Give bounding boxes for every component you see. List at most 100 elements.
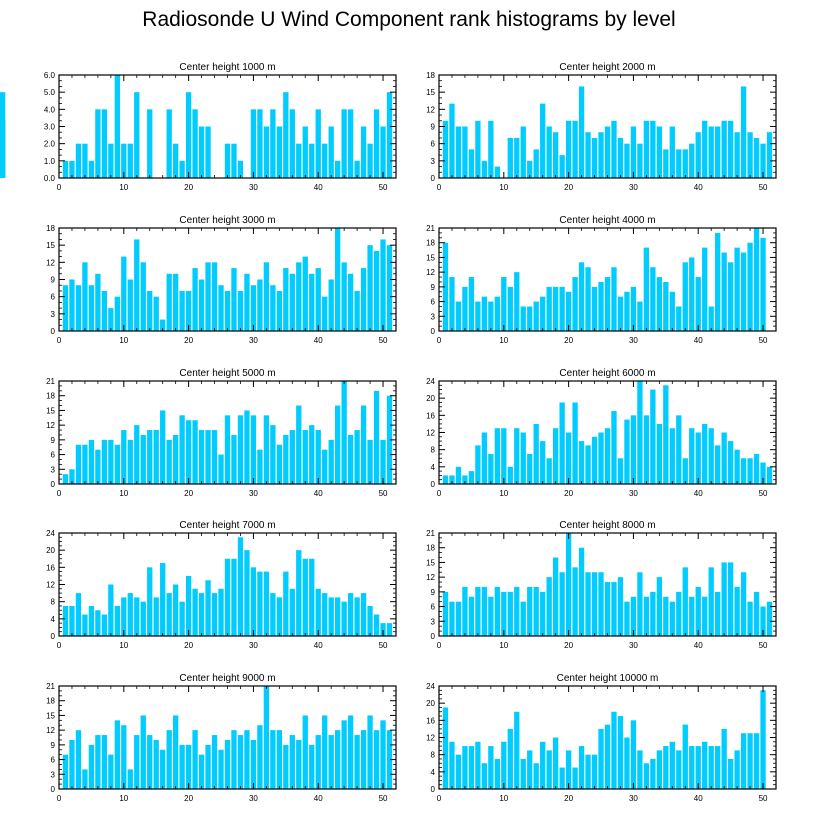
histogram-bar (322, 143, 328, 178)
y-tick-label: 1.0 (44, 157, 56, 166)
histogram-bar (224, 739, 231, 789)
histogram-bar (166, 109, 172, 178)
histogram-bar (527, 750, 533, 790)
histogram-bar (734, 449, 740, 484)
x-tick-label: 0 (437, 489, 442, 498)
y-tick-label: 15 (426, 88, 435, 97)
histogram-bar (682, 567, 688, 636)
y-tick-label: 3 (431, 617, 436, 626)
histogram-bar (611, 267, 617, 331)
histogram-bar (481, 763, 488, 789)
histogram-bar (540, 296, 546, 331)
histogram-bar (237, 537, 244, 636)
histogram-bar (449, 741, 455, 789)
histogram-bar (715, 591, 721, 636)
histogram-bar (624, 291, 630, 331)
histogram-bar (656, 577, 662, 636)
histogram-bar (62, 285, 69, 331)
histogram-bar (354, 597, 360, 637)
histogram-bar (198, 126, 205, 178)
histogram-bar (753, 591, 760, 636)
histogram-bar (244, 273, 250, 331)
histogram-bar (211, 735, 218, 789)
histogram-bar (540, 591, 546, 636)
x-tick-label: 50 (759, 183, 768, 192)
histogram-bar (481, 432, 488, 484)
histogram-bar (380, 439, 386, 484)
histogram-bar (121, 725, 127, 789)
histogram-bar (578, 262, 585, 331)
histogram-bar (598, 728, 604, 789)
histogram-bar (192, 730, 198, 789)
x-tick-label: 20 (184, 794, 193, 803)
histogram-bar (354, 735, 360, 789)
histogram-bar (179, 290, 185, 331)
histogram-bar (360, 405, 367, 484)
x-tick-label: 30 (629, 794, 638, 803)
histogram-bar (95, 610, 101, 636)
x-tick-label: 50 (759, 336, 768, 345)
histogram-bar (462, 286, 468, 331)
histogram-bar (250, 739, 257, 789)
x-tick-label: 50 (759, 794, 768, 803)
histogram-bar (386, 245, 393, 331)
histogram-bar (643, 596, 650, 636)
histogram-bar (533, 149, 539, 178)
histogram-bar (367, 439, 373, 484)
histogram-bar (449, 277, 455, 331)
histogram-bar (114, 605, 120, 636)
x-tick-label: 30 (249, 794, 258, 803)
histogram-bar (257, 109, 263, 178)
y-tick-label: 20 (46, 546, 55, 555)
histogram-bar (702, 120, 708, 178)
histogram-bar (760, 143, 766, 178)
histogram-bar (514, 137, 520, 178)
histogram-bar (604, 428, 611, 484)
histogram-bar (734, 132, 740, 178)
histogram-bar (682, 262, 688, 331)
histogram-bar (380, 126, 386, 178)
x-tick-label: 40 (694, 336, 703, 345)
histogram-bar (185, 290, 192, 331)
histogram-bar (676, 415, 682, 484)
histogram-bar (721, 120, 727, 178)
y-tick-label: 0 (431, 174, 436, 183)
histogram-bar (166, 593, 172, 636)
histogram-bar (108, 143, 114, 178)
histogram-bar (237, 415, 244, 484)
histogram-bar (237, 290, 244, 331)
x-tick-label: 50 (759, 641, 768, 650)
histogram-bar (643, 120, 650, 178)
histogram-bar (604, 277, 611, 331)
y-tick-label: 8 (51, 598, 56, 607)
histogram-bar (553, 132, 559, 178)
y-tick-label: 3 (431, 312, 436, 321)
histogram-bar (153, 296, 159, 331)
histogram-bar (114, 720, 120, 789)
histogram-bar (507, 466, 513, 484)
histogram-bar (192, 109, 198, 178)
histogram-bar (753, 733, 760, 789)
histogram-bar (276, 290, 282, 331)
histogram-bar (173, 434, 179, 484)
histogram-bar (205, 126, 211, 178)
histogram-bar (289, 109, 295, 178)
y-tick-label: 6 (51, 451, 56, 460)
histogram-bar (270, 730, 276, 789)
histogram-bar (514, 711, 520, 789)
y-tick-label: 24 (426, 377, 435, 386)
histogram-bar (624, 143, 630, 178)
y-tick-label: 3 (51, 310, 56, 319)
histogram-bar (585, 445, 591, 485)
histogram-bar (494, 428, 500, 484)
x-tick-label: 30 (629, 641, 638, 650)
histogram-bar (462, 746, 468, 789)
x-tick-label: 20 (184, 336, 193, 345)
histogram-bar (244, 410, 250, 484)
histogram-bar (367, 245, 373, 331)
x-tick-label: 0 (57, 641, 62, 650)
histogram-bar (244, 730, 250, 789)
x-tick-label: 10 (499, 489, 508, 498)
y-tick-label: 3 (431, 157, 436, 166)
histogram-bar (179, 744, 185, 789)
